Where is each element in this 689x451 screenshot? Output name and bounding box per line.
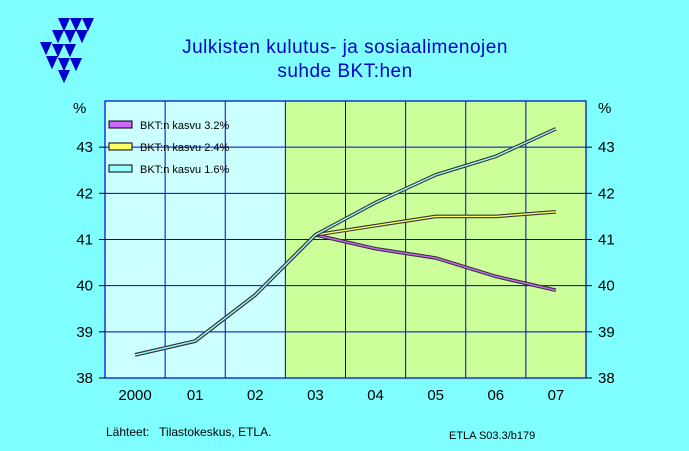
x-tick-label: 05 xyxy=(427,387,444,404)
logo-triangle xyxy=(40,42,52,56)
legend: BKT:n kasvu 3.2% BKT:n kasvu 2.4% BKT:n ka… xyxy=(108,120,229,176)
y-tick-label-left: 38 xyxy=(76,370,93,387)
logo-triangle xyxy=(58,70,70,84)
series-layer xyxy=(134,127,557,357)
legend-label: BKT:n kasvu 3.2% xyxy=(140,120,229,132)
right-axis: 38 39 40 41 42 43 xyxy=(586,139,615,387)
logo-triangle xyxy=(82,18,94,32)
y-tick-label-left: 42 xyxy=(76,185,93,202)
x-axis: 2000 01 02 03 04 05 06 07 xyxy=(118,387,564,404)
legend-label: BKT:n kasvu 1.6% xyxy=(140,164,229,176)
y-tick-label-left: 43 xyxy=(76,139,93,156)
x-tick-label: 04 xyxy=(367,387,384,404)
chart-code: ETLA S03.3/b179 xyxy=(449,430,535,442)
y-tick-label-left: 39 xyxy=(76,324,93,341)
x-tick-label: 2000 xyxy=(118,387,151,404)
y-tick-label-right: 40 xyxy=(598,278,615,295)
y-axis-label-right: % xyxy=(598,100,611,117)
y-axis-label-left: % xyxy=(73,100,86,117)
y-tick-label-right: 41 xyxy=(598,232,615,249)
y-tick-label-right: 43 xyxy=(598,139,615,156)
source-note: Lähteet: Tilastokeskus, ETLA. xyxy=(106,425,271,439)
logo-triangle xyxy=(70,58,82,72)
logo-triangle xyxy=(58,18,70,32)
x-tick-label: 06 xyxy=(487,387,504,404)
y-tick-label-right: 39 xyxy=(598,324,615,341)
x-tick-label: 02 xyxy=(247,387,264,404)
y-tick-label-left: 40 xyxy=(76,278,93,295)
legend-swatch xyxy=(108,120,133,129)
logo-triangle xyxy=(46,56,58,70)
chart-subtitle: suhde BKT:hen xyxy=(277,61,412,82)
y-tick-label-left: 41 xyxy=(76,232,93,249)
logo-triangle xyxy=(52,30,64,44)
x-tick-label: 01 xyxy=(187,387,204,404)
logo-triangle xyxy=(76,30,88,44)
legend-swatch xyxy=(108,164,133,173)
left-axis: 38 39 40 41 42 43 xyxy=(76,139,105,387)
logo-triangle xyxy=(58,58,70,72)
logo-triangle xyxy=(64,44,76,58)
chart-title: Julkisten kulutus- ja sosiaalimenojen xyxy=(182,37,508,58)
x-tick-label: 03 xyxy=(307,387,324,404)
logo-triangle xyxy=(64,30,76,44)
y-tick-label-right: 38 xyxy=(598,370,615,387)
y-tick-label-right: 42 xyxy=(598,185,615,202)
legend-label: BKT:n kasvu 2.4% xyxy=(140,142,229,154)
logo-triangle xyxy=(52,44,64,58)
legend-swatch xyxy=(108,142,133,151)
logo-icon xyxy=(40,18,94,84)
logo-triangle xyxy=(70,18,82,32)
x-tick-label: 07 xyxy=(548,387,565,404)
series-line xyxy=(134,128,557,356)
